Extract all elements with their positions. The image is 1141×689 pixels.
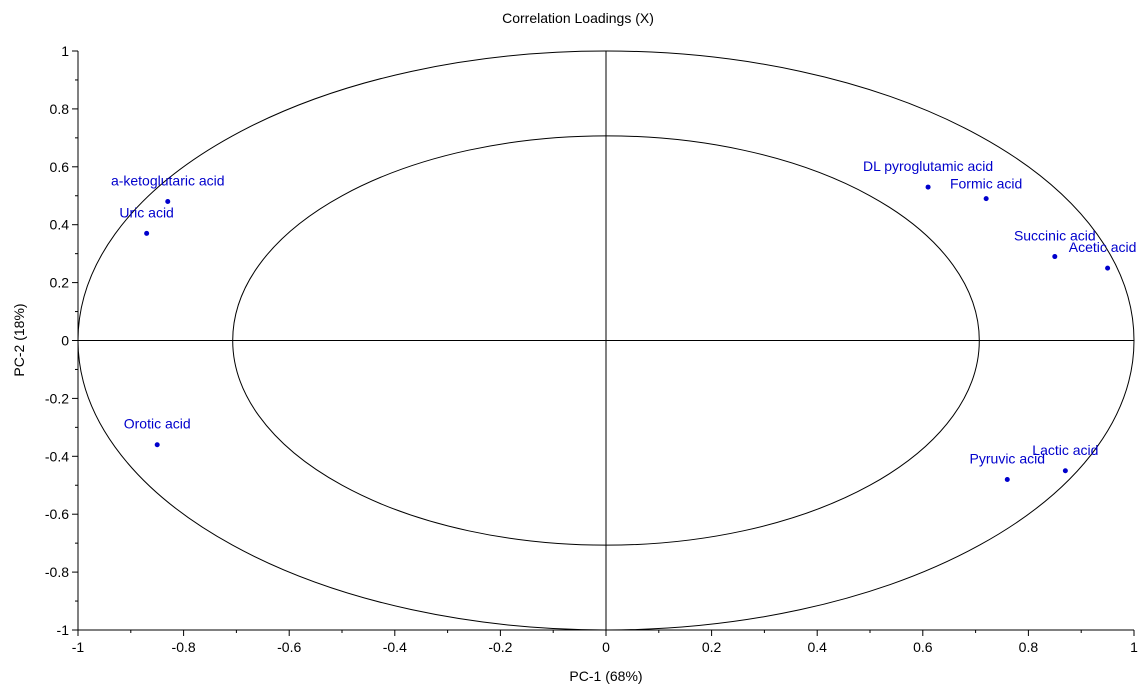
data-point-label: Uric acid: [119, 204, 173, 220]
data-point: [1105, 265, 1111, 271]
data-point-label: Pyruvic acid: [970, 450, 1045, 466]
x-tick-label: 0.6: [913, 639, 933, 655]
outer-correlation-circle: [77, 50, 1135, 631]
x-tick-label: -0.4: [383, 639, 407, 655]
data-point-label: Lactic acid: [1032, 442, 1098, 458]
data-point: [154, 442, 160, 448]
data-point-label: Acetic acid: [1069, 239, 1137, 255]
x-tick-label: 1: [1130, 639, 1138, 655]
y-tick-label: 0.4: [50, 217, 70, 233]
y-axis-label: PC-2 (18%): [11, 303, 27, 376]
x-tick-label: -1: [72, 639, 85, 655]
plot-area: -1 -0.8 -0.6 -0.4 -0.2 0 0.2 0.4 0.6 0.8 1 -1 -0.8 -0…: [45, 43, 1138, 655]
data-point: [1004, 476, 1010, 482]
x-tick-label: 0.8: [1019, 639, 1039, 655]
data-point: [983, 196, 989, 202]
y-tick-label: -1: [57, 622, 70, 638]
data-point: [925, 184, 931, 190]
x-tick-label: 0: [602, 639, 610, 655]
y-tick-label: 0.8: [50, 101, 70, 117]
data-point-label: DL pyroglutamic acid: [863, 158, 993, 174]
data-point: [144, 230, 150, 236]
x-tick-label: 0.2: [702, 639, 722, 655]
data-point: [165, 199, 171, 205]
data-point-label: Succinic acid: [1014, 228, 1096, 244]
x-tick-label: -0.6: [277, 639, 301, 655]
chart-title: Correlation Loadings (X): [502, 10, 654, 26]
data-point-label: a-ketoglutaric acid: [111, 173, 225, 189]
y-tick-label: 0.6: [50, 159, 70, 175]
data-point-label: Orotic acid: [124, 416, 191, 432]
y-tick-label: -0.4: [45, 448, 69, 464]
y-tick-label: -0.2: [45, 390, 69, 406]
x-axis-label: PC-1 (68%): [569, 668, 642, 684]
x-tick-label: -0.2: [488, 639, 512, 655]
y-tick-label: -0.8: [45, 564, 69, 580]
data-point-label: Formic acid: [950, 176, 1022, 192]
data-point: [1052, 254, 1058, 260]
x-tick-label: -0.8: [172, 639, 196, 655]
y-tick-label: 0.2: [50, 275, 70, 291]
y-tick-label: 0: [61, 333, 69, 349]
data-point: [1062, 468, 1068, 474]
inner-correlation-circle: [232, 135, 980, 546]
x-tick-label: 0.4: [807, 639, 827, 655]
y-tick-label: 1: [61, 43, 69, 59]
y-tick-label: -0.6: [45, 506, 69, 522]
